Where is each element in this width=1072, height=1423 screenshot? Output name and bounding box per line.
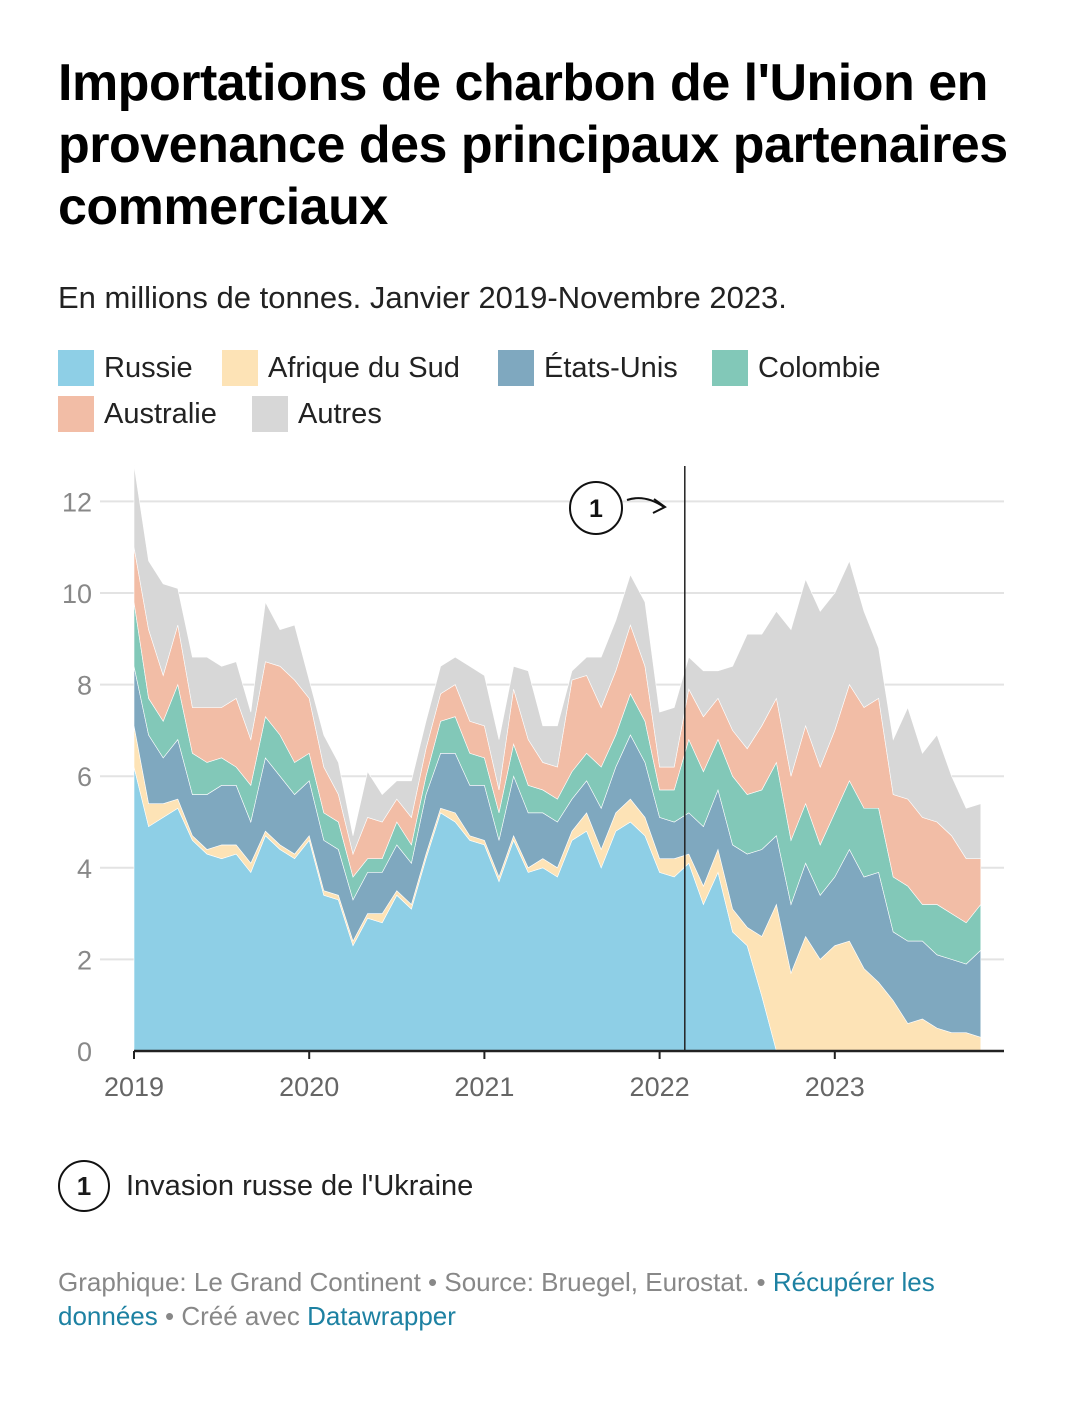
legend-item-etats-unis: États-Unis (498, 350, 678, 386)
arrowhead-icon (652, 498, 667, 514)
y-tick-label: 2 (77, 945, 92, 975)
footer-created: Créé avec (181, 1301, 300, 1331)
legend-item-afrique-du-sud: Afrique du Sud (222, 350, 460, 386)
stacked-area-chart: 0 2 4 6 8 10 12 2019 2020 2021 2022 2023 1 (62, 464, 1004, 1102)
footer-source: Source: Bruegel, Eurostat. (444, 1267, 750, 1297)
legend-item-australie: Australie (58, 396, 217, 432)
x-tick-label: 2023 (805, 1072, 865, 1102)
legend-label: États-Unis (544, 351, 678, 384)
legend-swatch-afrique-du-sud (222, 350, 258, 386)
annotation-note: 1 Invasion russe de l'Ukraine (58, 1160, 473, 1212)
legend-item-russie: Russie (58, 350, 193, 386)
y-tick-label: 8 (77, 671, 92, 701)
legend-label: Russie (104, 351, 193, 384)
legend-label: Afrique du Sud (268, 351, 460, 384)
footer-separator: • (428, 1267, 445, 1297)
datawrapper-link[interactable]: Datawrapper (307, 1301, 456, 1331)
legend-item-colombie: Colombie (712, 350, 881, 386)
y-tick-label: 0 (77, 1037, 92, 1067)
annotation-number: 1 (589, 495, 603, 523)
legend-swatch-autres (252, 396, 288, 432)
footer-separator: • (756, 1267, 773, 1297)
legend-item-autres: Autres (252, 396, 382, 432)
legend-swatch-etats-unis (498, 350, 534, 386)
chart-subtitle: En millions de tonnes. Janvier 2019-Nove… (58, 280, 787, 315)
footer-separator: • (165, 1301, 182, 1331)
y-tick-label: 4 (77, 854, 92, 884)
annotation-text: Invasion russe de l'Ukraine (126, 1169, 474, 1202)
x-tick-label: 2022 (630, 1072, 690, 1102)
legend-swatch-russie (58, 350, 94, 386)
legend-label: Australie (104, 397, 217, 430)
annotation-circle (569, 481, 623, 535)
legend-label: Autres (298, 397, 382, 430)
footer: Graphique: Le Grand Continent • Source: … (58, 1265, 1018, 1333)
y-tick-label: 10 (62, 579, 92, 609)
y-tick-label: 6 (77, 762, 92, 792)
annotation-marker: 1 (58, 1160, 110, 1212)
area-autres (133, 464, 982, 859)
legend-swatch-australie (58, 396, 94, 432)
x-tick-label: 2019 (104, 1072, 164, 1102)
download-data-link[interactable]: Récupérer les données (58, 1267, 935, 1331)
chart-title: Importations de charbon de l'Union en pr… (58, 54, 1008, 236)
x-tick-label: 2021 (454, 1072, 514, 1102)
legend-swatch-colombie (712, 350, 748, 386)
footer-credit: Graphique: Le Grand Continent (58, 1267, 421, 1297)
legend-label: Colombie (758, 351, 881, 384)
y-tick-label: 12 (62, 487, 92, 517)
x-tick-label: 2020 (279, 1072, 339, 1102)
